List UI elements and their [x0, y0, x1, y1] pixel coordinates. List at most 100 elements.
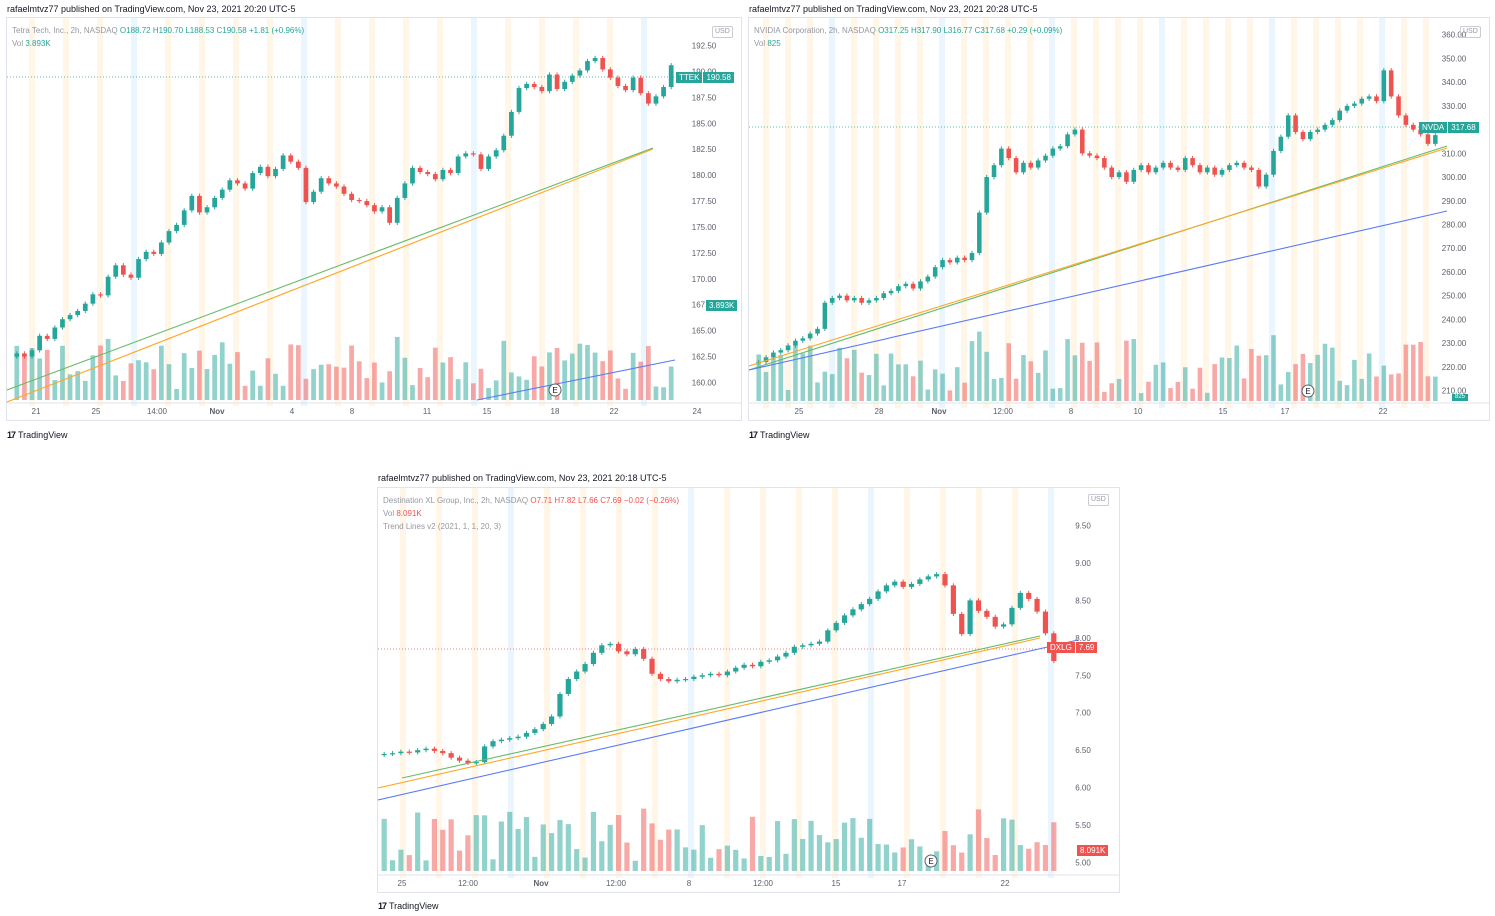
- volume-bar: [1109, 383, 1114, 401]
- candle-body: [1190, 158, 1195, 166]
- time-tick-label: 21: [32, 407, 41, 416]
- candle-body: [257, 166, 263, 174]
- volume-bar: [708, 857, 714, 871]
- volume-bar: [1057, 388, 1063, 401]
- volume-bar: [975, 809, 982, 871]
- volume-bar: [808, 820, 814, 871]
- volume-tag: 8.091K: [1077, 845, 1109, 856]
- volume-label: Vol: [12, 39, 24, 48]
- candle-body: [1227, 165, 1232, 170]
- published-caption: rafaelmtvz77 published on TradingView.co…: [7, 4, 296, 14]
- earnings-icon[interactable]: E: [548, 383, 562, 397]
- candlestick-chart[interactable]: 360.00350.00340.00330.00320.00310.00300.…: [749, 18, 1489, 420]
- time-tick-label: 24: [693, 407, 702, 416]
- candle-body: [389, 753, 396, 755]
- session-band: [1181, 18, 1187, 408]
- currency-badge[interactable]: USD: [712, 26, 733, 38]
- volume-bar: [455, 379, 461, 400]
- volume-bar: [120, 380, 126, 400]
- time-tick-label: 28: [875, 407, 884, 416]
- candle-body: [967, 600, 973, 635]
- candle-body: [585, 61, 590, 71]
- candle-body: [867, 598, 873, 605]
- volume-bar: [858, 837, 864, 871]
- candle-body: [242, 183, 248, 189]
- volume-bar: [440, 829, 446, 871]
- volume-bar: [940, 373, 945, 401]
- candlestick-chart[interactable]: 192.50 190.00 187.50 185.00 182.50 180.00 177.…: [7, 18, 741, 420]
- candle-body: [465, 760, 471, 763]
- time-tick-label: 22: [610, 407, 619, 416]
- candle-body: [733, 667, 739, 672]
- volume-bar: [257, 385, 263, 400]
- candle-body: [844, 295, 850, 301]
- price-tick-label: 250.00: [1442, 292, 1467, 301]
- candle-body: [592, 57, 598, 62]
- volume-bar: [800, 353, 806, 401]
- candle-body: [674, 679, 680, 682]
- volume-bar: [417, 367, 423, 400]
- volume-bar: [1009, 819, 1015, 871]
- candle-body: [850, 609, 856, 616]
- chart-frame[interactable]: 9.50 9.00 8.50 8.00 7.50 7.00 6.50 6.00 5.50 5.00…: [377, 487, 1120, 893]
- candle-body: [456, 757, 463, 761]
- volume-bar: [326, 364, 332, 400]
- chart-legend: Tetra Tech, Inc., 2h, NASDAQ O188.72 H19…: [12, 24, 304, 50]
- candle-body: [14, 353, 20, 357]
- session-band: [505, 18, 511, 406]
- volume-bar: [432, 347, 438, 400]
- volume-bar: [962, 382, 967, 401]
- chart-frame[interactable]: 360.00350.00340.00330.00320.00310.00300.…: [748, 17, 1490, 421]
- earnings-icon[interactable]: E: [1301, 384, 1315, 398]
- candle-body: [959, 613, 965, 635]
- candlestick-chart[interactable]: 9.50 9.00 8.50 8.00 7.50 7.00 6.50 6.00 5.50 5.00…: [378, 488, 1119, 892]
- volume-bar: [874, 353, 879, 401]
- volume-bar: [967, 834, 973, 871]
- volume-bar: [174, 388, 179, 400]
- candle-body: [984, 177, 989, 213]
- session-band: [1005, 18, 1011, 408]
- candle-body: [641, 649, 647, 659]
- volume-bar: [548, 833, 555, 871]
- published-caption: rafaelmtvz77 published on TradingView.co…: [378, 473, 667, 483]
- volume-bar: [478, 368, 484, 400]
- candle-body: [918, 281, 923, 289]
- earnings-icon[interactable]: E: [924, 854, 938, 868]
- volume-bar: [448, 357, 453, 400]
- volume-bar: [850, 818, 856, 871]
- volume-bar: [844, 358, 850, 401]
- currency-badge[interactable]: USD: [1088, 494, 1109, 506]
- candle-body: [599, 645, 605, 653]
- candle-body: [1249, 167, 1254, 170]
- session-band: [1093, 18, 1099, 408]
- session-band: [131, 18, 137, 406]
- volume-bar: [615, 378, 621, 400]
- volume-bar: [29, 348, 35, 400]
- volume-bar: [638, 361, 644, 400]
- candle-body: [1175, 167, 1181, 170]
- session-band: [976, 488, 982, 878]
- tradingview-logo[interactable]: 17 TradingView: [749, 430, 810, 440]
- candle-body: [646, 93, 651, 104]
- volume-bar: [1021, 355, 1026, 401]
- time-tick-label: Nov: [209, 407, 225, 416]
- volume-bar: [574, 849, 580, 871]
- volume-bar: [1352, 359, 1357, 401]
- change-value: −0.02 (−0.26%): [623, 496, 679, 505]
- volume-bar: [318, 364, 324, 400]
- volume-bar: [910, 376, 916, 401]
- candle-body: [807, 333, 813, 339]
- candle-body: [1009, 607, 1015, 625]
- currency-badge[interactable]: USD: [1460, 26, 1481, 38]
- candle-body: [947, 260, 953, 263]
- volume-bar: [398, 849, 404, 871]
- tradingview-logo[interactable]: 17 TradingView: [7, 430, 68, 440]
- volume-bar: [774, 821, 781, 871]
- tv-logo-icon: 17: [749, 430, 758, 440]
- candle-body: [785, 345, 791, 351]
- session-band: [544, 488, 550, 878]
- chart-frame[interactable]: 192.50 190.00 187.50 185.00 182.50 180.00 177.…: [6, 17, 742, 421]
- session-band: [1049, 18, 1055, 408]
- session-band: [1269, 18, 1275, 408]
- tradingview-logo[interactable]: 17 TradingView: [378, 901, 439, 911]
